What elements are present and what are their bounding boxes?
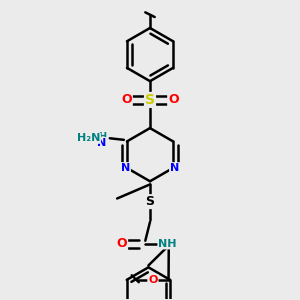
Text: N: N	[97, 138, 106, 148]
Text: S: S	[146, 195, 154, 208]
Text: H: H	[98, 132, 106, 142]
Text: S: S	[145, 93, 155, 107]
Text: H₂N: H₂N	[77, 133, 101, 143]
Text: O: O	[168, 93, 179, 106]
Text: N: N	[170, 163, 179, 173]
Text: NH: NH	[158, 239, 176, 249]
Text: O: O	[121, 93, 132, 106]
Text: N: N	[121, 163, 130, 173]
Text: O: O	[148, 275, 158, 285]
Text: O: O	[116, 237, 127, 250]
